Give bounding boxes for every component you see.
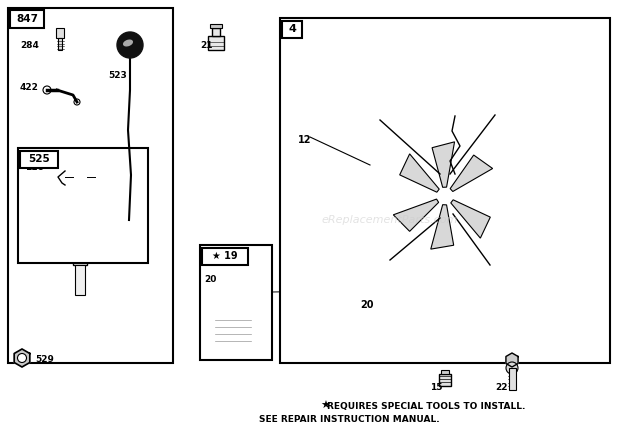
- Bar: [439, 374, 451, 386]
- Bar: [65, 169, 95, 185]
- Circle shape: [368, 94, 378, 103]
- Bar: [280, 18, 610, 363]
- Circle shape: [405, 94, 415, 103]
- Circle shape: [425, 176, 465, 216]
- Circle shape: [503, 256, 512, 264]
- Circle shape: [226, 280, 250, 304]
- Circle shape: [526, 236, 533, 244]
- Text: 847: 847: [16, 14, 38, 24]
- Text: 20: 20: [204, 276, 216, 285]
- Text: eReplacementParts.com: eReplacementParts.com: [322, 215, 458, 225]
- Circle shape: [117, 32, 143, 58]
- Circle shape: [17, 354, 27, 363]
- FancyBboxPatch shape: [339, 94, 551, 306]
- Bar: [202, 248, 248, 265]
- Circle shape: [74, 99, 80, 105]
- Circle shape: [393, 300, 423, 330]
- Text: 21: 21: [200, 41, 213, 50]
- FancyBboxPatch shape: [537, 125, 575, 275]
- Bar: [212, 28, 220, 36]
- Polygon shape: [431, 205, 454, 249]
- Circle shape: [403, 310, 413, 320]
- Polygon shape: [451, 200, 490, 238]
- Polygon shape: [14, 349, 30, 367]
- Bar: [73, 185, 87, 265]
- Polygon shape: [432, 142, 454, 187]
- Circle shape: [529, 196, 537, 204]
- Bar: [441, 370, 449, 374]
- FancyBboxPatch shape: [356, 56, 534, 124]
- Text: SEE REPAIR INSTRUCTION MANUAL.: SEE REPAIR INSTRUCTION MANUAL.: [259, 416, 440, 425]
- Circle shape: [441, 192, 449, 200]
- Polygon shape: [450, 155, 493, 191]
- Circle shape: [513, 94, 521, 103]
- Circle shape: [43, 86, 51, 94]
- Polygon shape: [506, 353, 518, 367]
- Circle shape: [476, 94, 484, 103]
- Text: 116: 116: [25, 164, 44, 173]
- Circle shape: [90, 163, 100, 173]
- Ellipse shape: [214, 343, 252, 353]
- Text: 22: 22: [495, 384, 508, 392]
- Circle shape: [503, 136, 512, 144]
- Ellipse shape: [123, 40, 132, 46]
- Circle shape: [399, 306, 417, 324]
- Bar: [20, 151, 58, 168]
- Text: 529: 529: [35, 355, 54, 364]
- Polygon shape: [400, 154, 439, 192]
- Bar: [210, 24, 222, 28]
- Polygon shape: [393, 199, 438, 231]
- Circle shape: [85, 158, 105, 178]
- Circle shape: [229, 283, 247, 301]
- Bar: [75, 265, 85, 295]
- Circle shape: [379, 136, 387, 144]
- FancyBboxPatch shape: [315, 125, 353, 275]
- Text: 525: 525: [28, 154, 50, 164]
- Circle shape: [379, 256, 387, 264]
- Circle shape: [353, 196, 361, 204]
- Text: REQUIRES SPECIAL TOOLS TO INSTALL.: REQUIRES SPECIAL TOOLS TO INSTALL.: [327, 401, 525, 410]
- Circle shape: [506, 362, 518, 374]
- Circle shape: [232, 286, 244, 298]
- Circle shape: [366, 61, 380, 75]
- Bar: [208, 36, 224, 50]
- Bar: [58, 38, 62, 50]
- Bar: [56, 28, 64, 38]
- Ellipse shape: [214, 308, 252, 318]
- Circle shape: [441, 281, 449, 289]
- Bar: [282, 21, 302, 38]
- Text: 15: 15: [430, 384, 443, 392]
- Text: 20: 20: [360, 300, 373, 310]
- Bar: [8, 8, 173, 363]
- Bar: [214, 313, 252, 348]
- Text: 4: 4: [288, 24, 296, 34]
- FancyBboxPatch shape: [386, 291, 504, 334]
- Circle shape: [381, 281, 389, 289]
- Bar: [10, 10, 44, 28]
- Text: 422: 422: [20, 83, 39, 92]
- Text: 12: 12: [298, 135, 311, 145]
- Bar: [18, 148, 148, 263]
- Circle shape: [356, 236, 363, 244]
- Text: 284: 284: [20, 41, 39, 50]
- Circle shape: [441, 111, 449, 119]
- Text: ★: ★: [320, 401, 330, 411]
- Bar: [200, 245, 272, 360]
- Text: 523: 523: [108, 70, 126, 79]
- Text: ★ 19: ★ 19: [212, 251, 238, 261]
- Bar: [508, 368, 515, 390]
- Circle shape: [436, 187, 454, 205]
- Circle shape: [502, 281, 508, 289]
